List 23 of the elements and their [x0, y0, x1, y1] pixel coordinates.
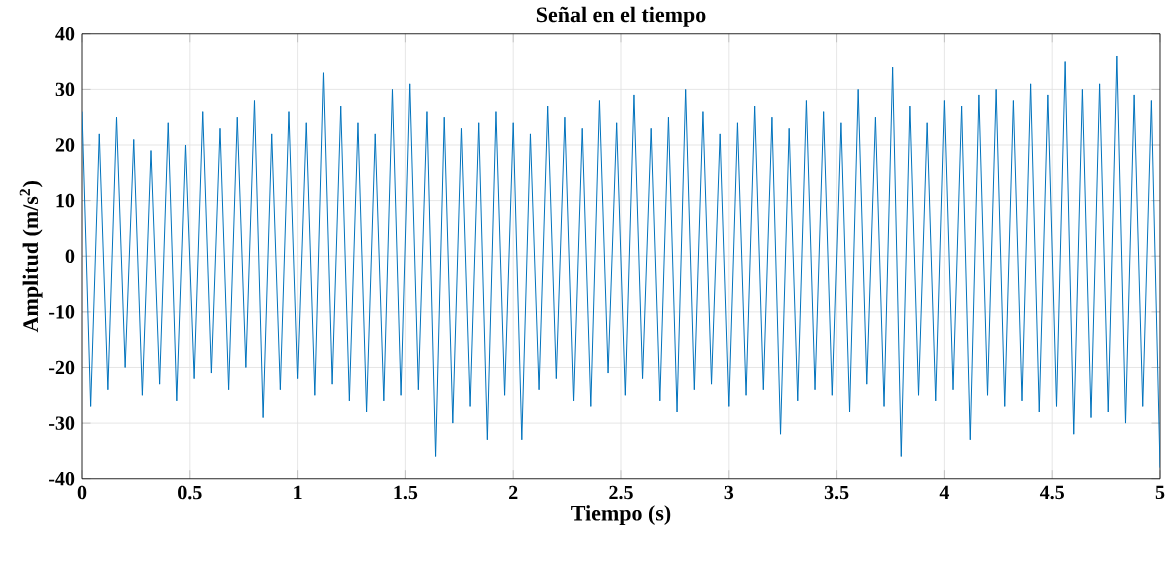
y-tick-label: 0	[65, 249, 75, 264]
x-tick-label: 3.5	[824, 485, 849, 500]
y-tick-label: -20	[49, 360, 75, 375]
y-tick-label: -40	[49, 472, 75, 486]
x-tick-label: 0	[77, 485, 87, 500]
y-tick-label: 10	[56, 194, 75, 208]
x-tick-label: 1	[294, 485, 302, 500]
x-tick-label: 1.5	[394, 485, 418, 500]
x-axis-title: Tiempo (s)	[571, 505, 671, 526]
y-tick-label: -30	[49, 416, 75, 430]
y-tick-label: 20	[55, 138, 75, 152]
x-tick-label: 4	[939, 485, 950, 500]
x-tick-label: 4.5	[1039, 485, 1064, 500]
x-tick-label: 3	[724, 485, 734, 500]
chart-title: Señal en el tiempo	[536, 6, 706, 27]
y-axis-title: Amplitud (m/s$^{2}$)	[19, 181, 43, 333]
x-tick-label: 2	[509, 485, 518, 500]
x-tick-label: 0.5	[178, 485, 202, 500]
y-tick-label: 30	[55, 82, 75, 97]
x-tick-label: 2.5	[609, 485, 633, 500]
x-tick-label: 5	[1155, 485, 1165, 500]
y-tick-label: -10	[49, 305, 75, 319]
y-tick-label: 40	[55, 27, 75, 41]
